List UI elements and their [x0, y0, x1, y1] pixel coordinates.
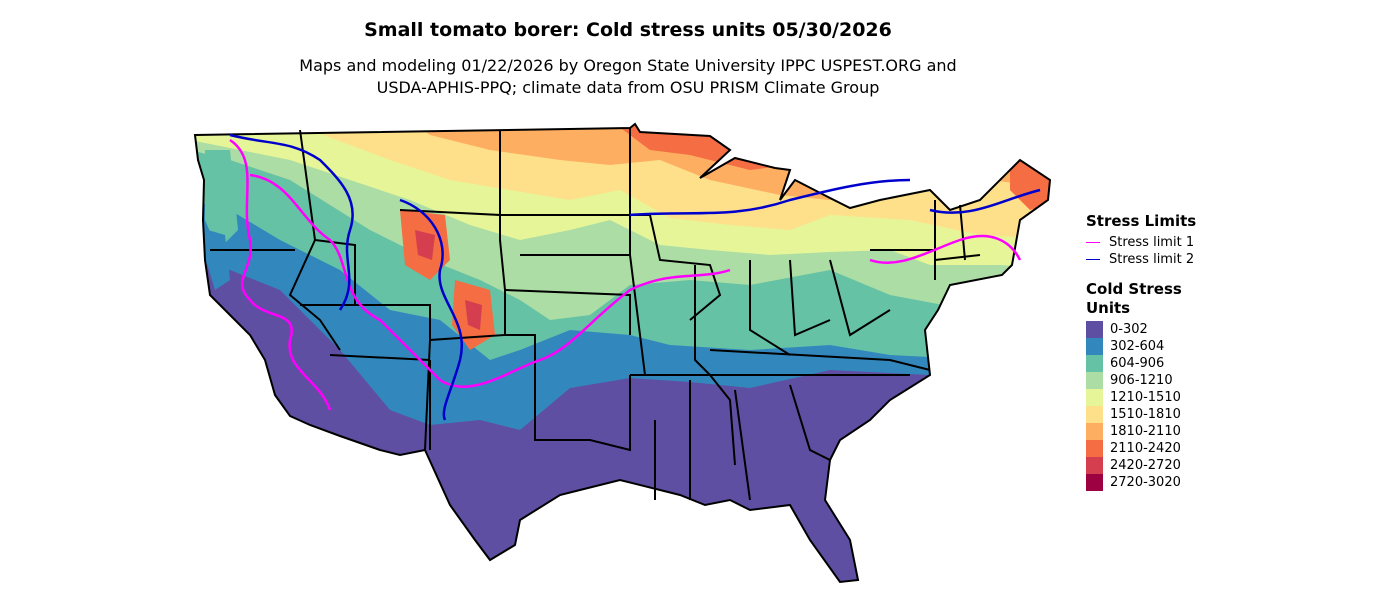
- state-line-5: [355, 304, 431, 340]
- state-line-28: [959, 204, 966, 261]
- legend-stress-title: Stress Limits: [1086, 212, 1197, 230]
- state-line-22: [789, 259, 831, 337]
- swatch: [1086, 389, 1103, 406]
- swatch: [1086, 440, 1103, 457]
- swatch: [1086, 321, 1103, 338]
- legend-item-label: 2420-2720: [1110, 458, 1181, 473]
- state-line-13: [629, 254, 647, 376]
- legend-item-label: 302-604: [1110, 339, 1165, 354]
- state-line-21: [749, 260, 791, 356]
- stress-limit-2-lines: [229, 133, 1041, 421]
- legend-units-title: Cold Stress Units: [1086, 280, 1196, 318]
- legend-units-block: Cold Stress Units 0-302 302-604 604-906 …: [1086, 280, 1196, 491]
- zone-2420-2720: [415, 230, 435, 260]
- legend-units-title-line-2: Units: [1086, 299, 1131, 317]
- swatch: [1086, 406, 1103, 423]
- stress-limit-2-rockies: [229, 133, 354, 311]
- zone-coast-604-906: [205, 150, 238, 250]
- legend-item-units-0: 0-302: [1086, 321, 1196, 338]
- legend-item-stress-2: Stress limit 2: [1086, 251, 1196, 268]
- legend-item-label: 0-302: [1110, 322, 1148, 337]
- legend: Stress Limits Stress limit 1 Stress limi…: [1086, 212, 1196, 491]
- stress-limit-1-east: [869, 234, 1022, 264]
- swatch: [1086, 457, 1103, 474]
- state-line-24: [709, 349, 931, 371]
- stress-limit-2-north: [629, 178, 911, 217]
- stress-limit-1-west: [229, 138, 332, 411]
- state-line-8: [500, 214, 631, 256]
- legend-item-units-5: 1510-1810: [1086, 406, 1196, 423]
- state-line-6: [329, 354, 431, 361]
- legend-item-units-2: 604-906: [1086, 355, 1196, 372]
- legend-item-label: 906-1210: [1110, 373, 1173, 388]
- subtitle-line-2: USDA-APHIS-PPQ; climate data from OSU PR…: [376, 78, 880, 97]
- state-line-3: [300, 239, 356, 306]
- state-line-20: [694, 265, 711, 376]
- legend-item-units-6: 1810-2110: [1086, 423, 1196, 440]
- stress-1-swatch: [1086, 242, 1100, 243]
- legend-item-label: 2110-2420: [1110, 441, 1181, 456]
- legend-item-label: 2720-3020: [1110, 475, 1181, 490]
- stress-limit-2-central: [399, 198, 463, 421]
- legend-item-label: Stress limit 2: [1109, 252, 1195, 267]
- swatch: [1086, 423, 1103, 440]
- legend-item-label: 604-906: [1110, 356, 1165, 371]
- legend-item-label: Stress limit 1: [1109, 235, 1195, 250]
- legend-item-stress-1: Stress limit 1: [1086, 234, 1196, 251]
- state-line-11: [505, 334, 631, 452]
- us-map: [190, 120, 1070, 590]
- us-map-svg: [194, 123, 1051, 583]
- zone-2420-2720-b: [465, 300, 482, 330]
- stress-limit-2-ne: [929, 188, 1041, 214]
- state-line-19: [789, 384, 831, 461]
- swatch: [1086, 338, 1103, 355]
- legend-item-units-8: 2420-2720: [1086, 457, 1196, 474]
- swatch: [1086, 372, 1103, 389]
- map-subtitle: Maps and modeling 01/22/2026 by Oregon S…: [0, 55, 1256, 99]
- legend-item-units-3: 906-1210: [1086, 372, 1196, 389]
- map-title: Small tomato borer: Cold stress units 05…: [364, 19, 892, 41]
- legend-item-units-4: 1210-1510: [1086, 389, 1196, 406]
- subtitle-line-1: Maps and modeling 01/22/2026 by Oregon S…: [299, 56, 957, 75]
- zone-coast-302-604: [206, 230, 230, 290]
- legend-item-label: 1210-1510: [1110, 390, 1181, 405]
- state-line-1: [288, 129, 341, 351]
- stress-limit-1-lines: [229, 138, 1022, 411]
- state-line-10: [504, 289, 631, 335]
- legend-item-units-1: 302-604: [1086, 338, 1196, 355]
- legend-item-label: 1510-1810: [1110, 407, 1181, 422]
- swatch: [1086, 355, 1103, 372]
- state-line-23: [829, 259, 891, 337]
- legend-item-label: 1810-2110: [1110, 424, 1181, 439]
- stress-limit-1-basin: [249, 173, 441, 381]
- legend-units-title-line-1: Cold Stress: [1086, 280, 1182, 298]
- stress-limit-1-plains: [439, 268, 731, 388]
- state-line-18: [734, 389, 751, 501]
- state-line-15: [645, 374, 736, 466]
- swatch: [1086, 474, 1103, 491]
- legend-item-units-9: 2720-3020: [1086, 474, 1196, 491]
- stress-2-swatch: [1086, 259, 1100, 260]
- legend-item-units-7: 2110-2420: [1086, 440, 1196, 457]
